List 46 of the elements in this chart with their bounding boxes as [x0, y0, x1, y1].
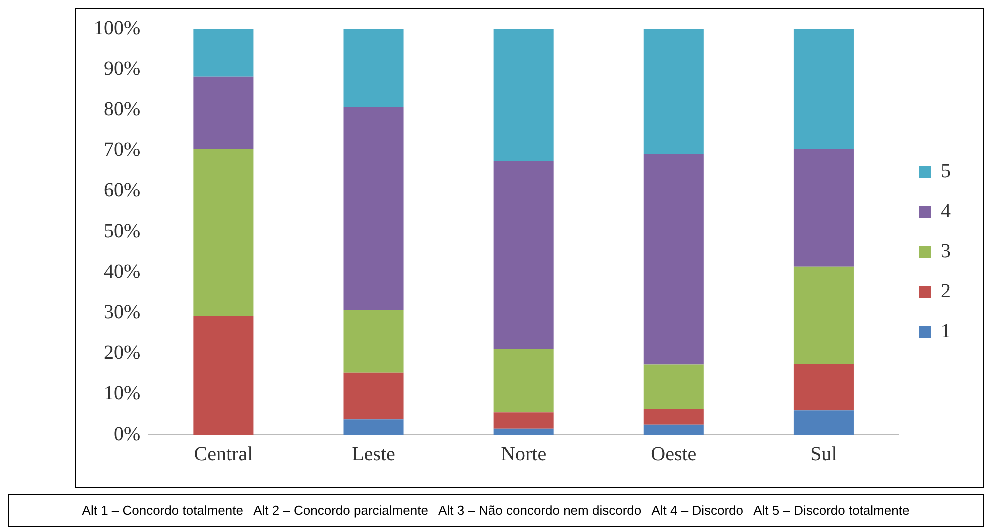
legend-label: 1	[941, 320, 951, 342]
bar	[794, 410, 854, 435]
y-tick-label: 70%	[104, 139, 141, 162]
text: Alt 1 – Concordo totalmente Alt 2 – Concordo parcialmente Alt 3 – Não concordo nem discordo Alt 4 – Discordo Alt 5 – Discordo totalmente	[8, 494, 984, 527]
y-tick-label: 0%	[114, 423, 141, 446]
y-tick-label: 90%	[104, 58, 141, 80]
y-tick-label: 20%	[104, 342, 141, 364]
bar	[194, 316, 254, 435]
bar	[494, 349, 554, 413]
legend-label: 5	[941, 160, 951, 182]
x-tick-label: Leste	[352, 443, 396, 466]
bar	[494, 412, 554, 429]
x-tick-label: Norte	[501, 443, 547, 466]
y-tick-label: 60%	[104, 180, 141, 202]
bar	[644, 29, 704, 154]
y-tick-label: 100%	[94, 17, 141, 40]
y-tick-label: 50%	[104, 220, 141, 242]
legend-label: 3	[941, 240, 951, 262]
bar	[194, 149, 254, 316]
legend-label: 2	[941, 280, 951, 302]
bar	[494, 161, 554, 350]
y-tick-label: 40%	[104, 260, 141, 283]
bar	[644, 364, 704, 410]
bar	[344, 310, 404, 373]
bar	[194, 76, 254, 150]
bar	[794, 149, 854, 267]
bar	[344, 29, 404, 108]
bar	[644, 424, 704, 435]
bar	[644, 154, 704, 365]
bar	[344, 420, 404, 435]
y-tick-label: 80%	[104, 98, 141, 120]
x-tick-label: Sul	[810, 443, 838, 466]
x-tick-label: Central	[194, 443, 254, 466]
bar	[794, 266, 854, 364]
bar	[644, 409, 704, 425]
bar	[494, 29, 554, 162]
x-tick-label: Oeste	[651, 443, 697, 466]
legend-label: 4	[941, 200, 951, 222]
bar	[344, 107, 404, 310]
y-tick-label: 10%	[104, 382, 141, 405]
bar	[494, 428, 554, 435]
bar	[194, 29, 254, 77]
bar	[794, 364, 854, 411]
bar	[344, 372, 404, 420]
bar	[794, 29, 854, 150]
y-tick-label: 30%	[104, 301, 141, 324]
